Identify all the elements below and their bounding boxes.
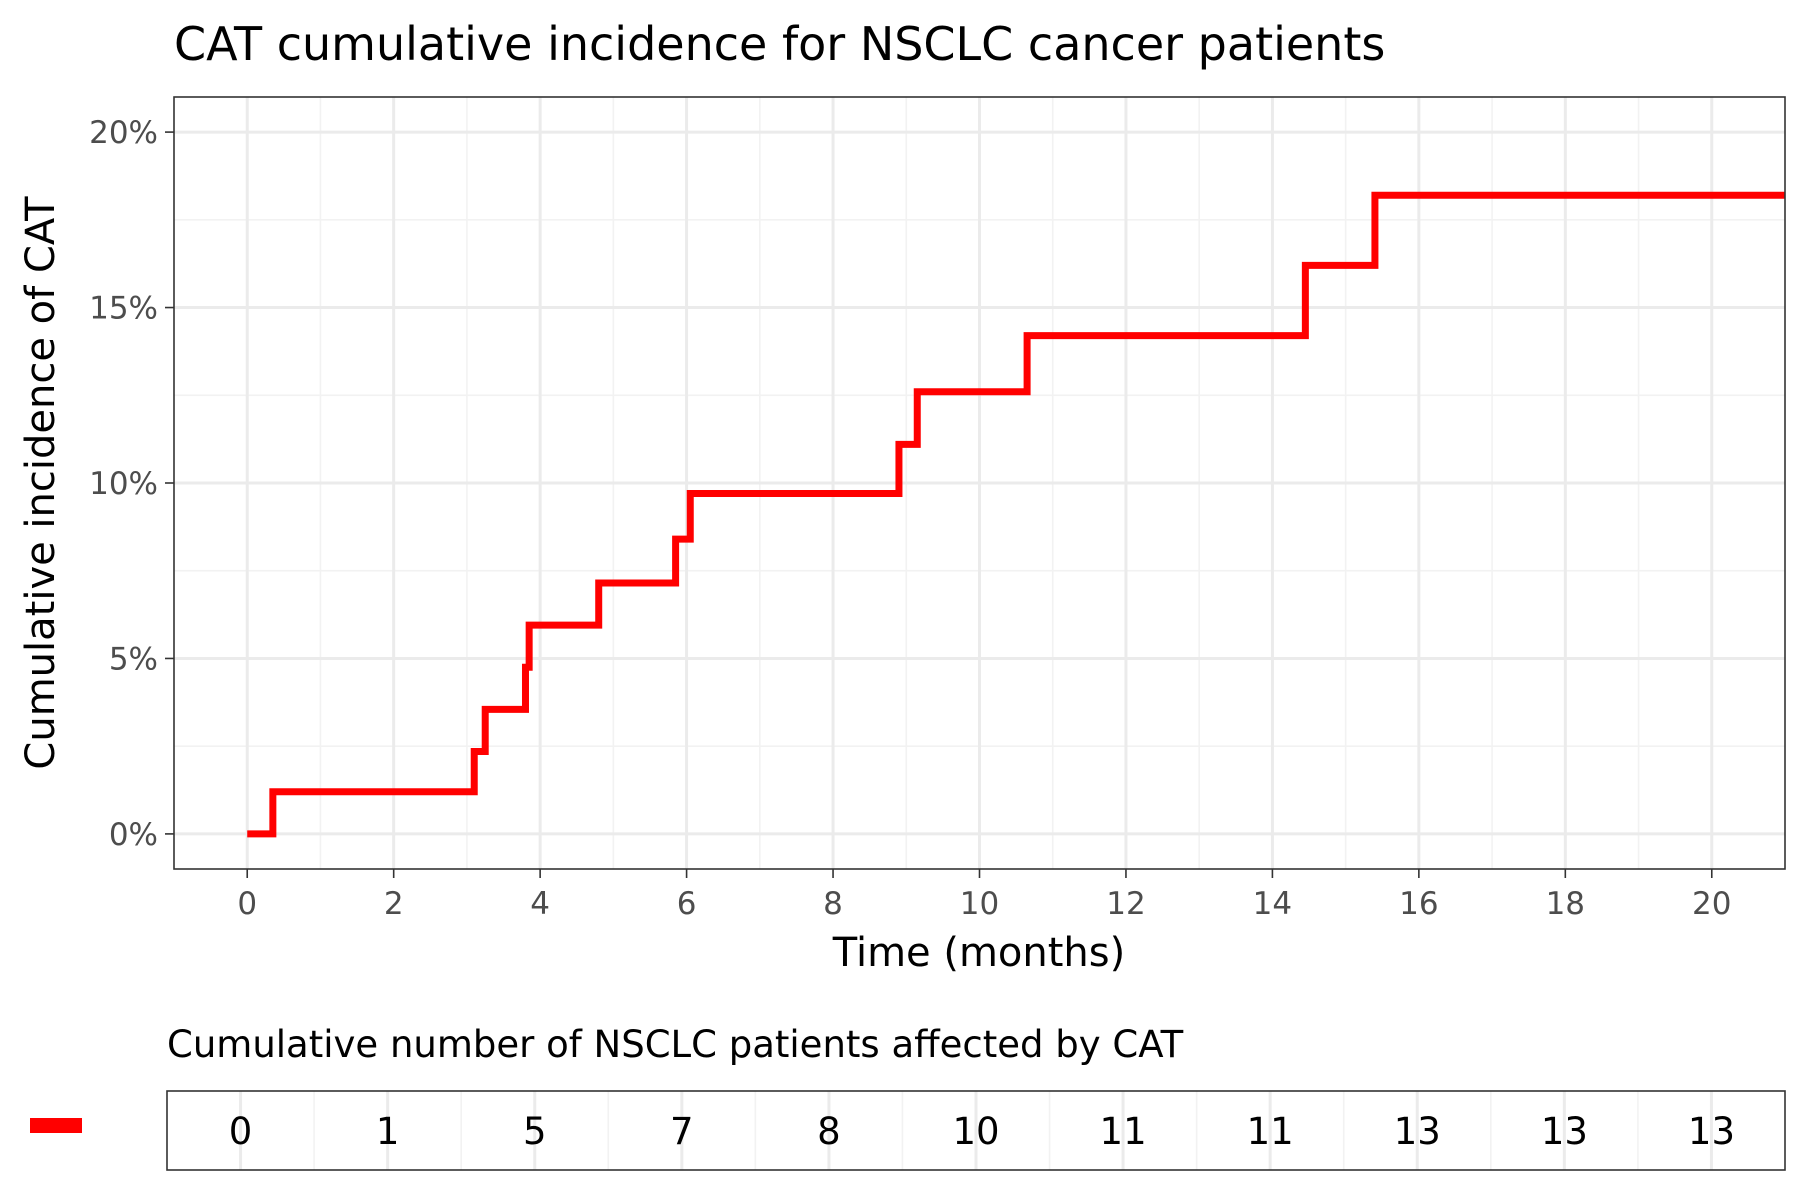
- y-axis-title: Cumulative incidence of CAT: [18, 196, 64, 770]
- x-axis: 0 2 4 6 8 10 12 14 16 18 20: [237, 869, 1731, 922]
- y-axis: 0% 5% 10% 15% 20%: [89, 115, 174, 853]
- risk-table-value: 5: [523, 1110, 547, 1153]
- risk-table-value: 13: [1688, 1110, 1735, 1153]
- risk-table-value: 8: [817, 1110, 841, 1153]
- risk-table-title: Cumulative number of NSCLC patients affe…: [167, 1023, 1184, 1066]
- risk-table-value: 13: [1394, 1110, 1441, 1153]
- x-axis-title: Time (months): [832, 930, 1125, 976]
- risk-table-value: 7: [670, 1110, 694, 1153]
- risk-table-value: 11: [1100, 1110, 1147, 1153]
- x-tick-label: 8: [823, 886, 843, 922]
- x-tick-label: 20: [1692, 886, 1731, 922]
- risk-table-value: 11: [1247, 1110, 1294, 1153]
- risk-table-value: 10: [952, 1110, 999, 1153]
- risk-table-value: 1: [376, 1110, 400, 1153]
- x-tick-label: 14: [1253, 886, 1292, 922]
- x-tick-label: 2: [384, 886, 404, 922]
- chart-title: CAT cumulative incidence for NSCLC cance…: [174, 17, 1385, 71]
- x-tick-label: 16: [1399, 886, 1438, 922]
- plot-grid: [174, 97, 1785, 869]
- incidence-step-line: [247, 191, 1785, 838]
- y-tick-label: 10%: [89, 466, 158, 502]
- risk-legend-key: [30, 1118, 82, 1133]
- x-tick-label: 0: [237, 886, 257, 922]
- risk-table-value: 0: [229, 1110, 253, 1153]
- x-tick-label: 12: [1106, 886, 1145, 922]
- x-tick-label: 18: [1546, 886, 1585, 922]
- plot-series: [247, 191, 1785, 838]
- x-tick-label: 4: [530, 886, 550, 922]
- y-tick-label: 0%: [109, 817, 158, 853]
- y-tick-label: 5%: [109, 641, 158, 677]
- y-tick-label: 20%: [89, 115, 158, 151]
- x-tick-label: 10: [960, 886, 999, 922]
- risk-table: 0 1 5 7 8 10 11 11 13 13 13: [229, 1091, 1735, 1170]
- risk-table-border: [166, 1090, 1786, 1171]
- risk-table-value: 13: [1541, 1110, 1588, 1153]
- x-tick-label: 6: [677, 886, 697, 922]
- y-tick-label: 15%: [89, 291, 158, 327]
